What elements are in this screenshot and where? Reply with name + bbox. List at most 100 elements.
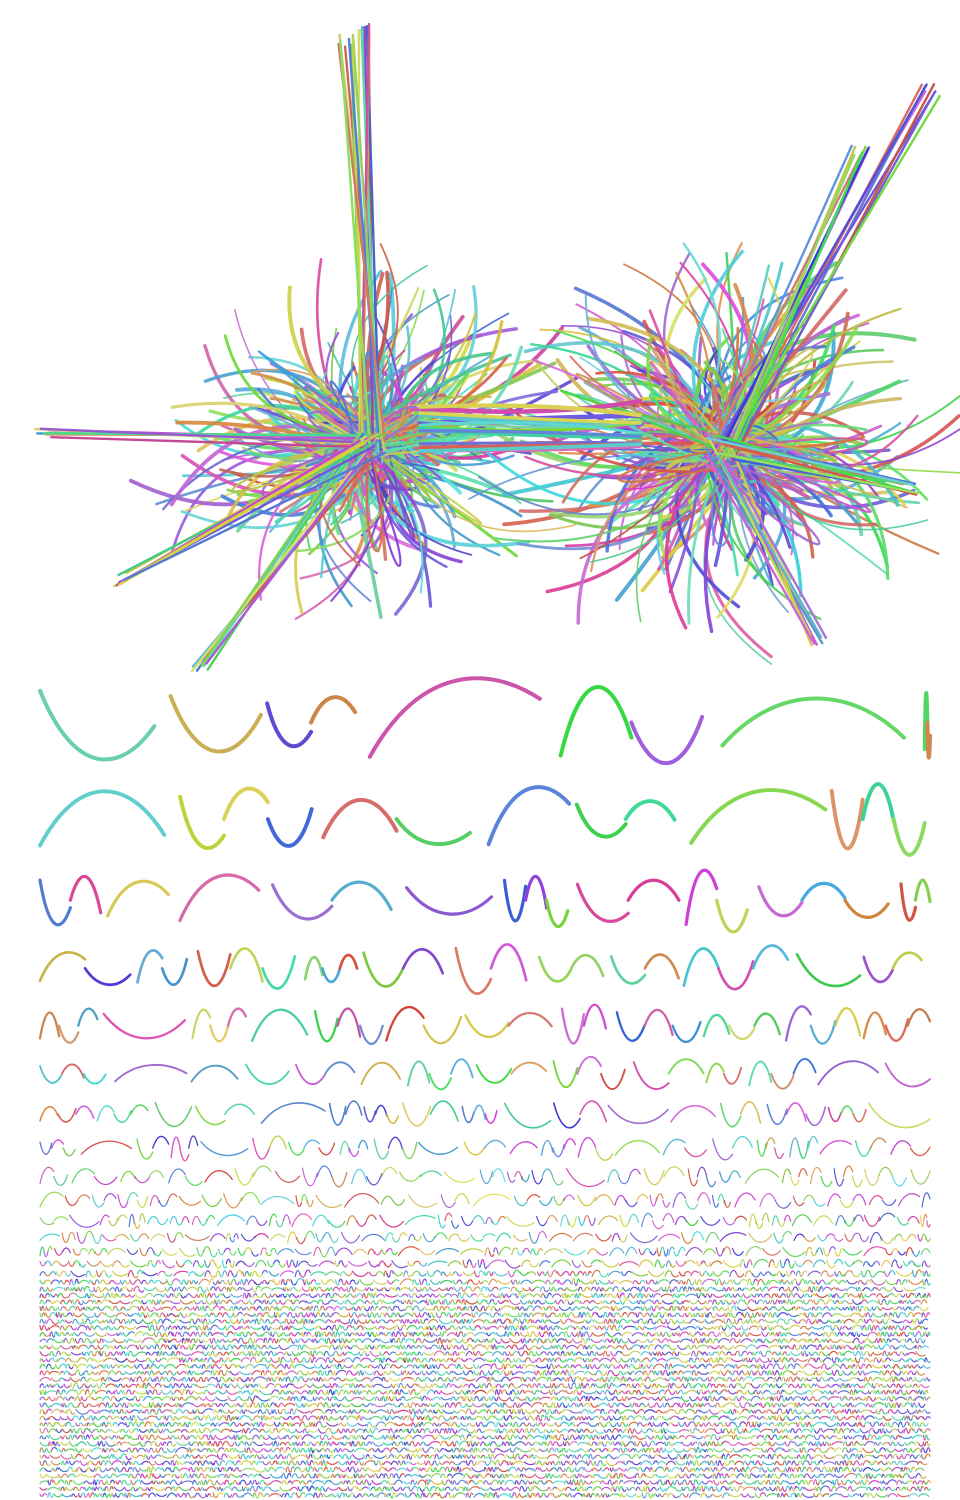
- segment: [287, 1231, 298, 1244]
- segment: [595, 1233, 612, 1242]
- segment: [309, 695, 358, 725]
- segment: [498, 1215, 506, 1222]
- segment: [54, 1248, 64, 1256]
- segment: [671, 1020, 702, 1044]
- segment: [785, 1102, 807, 1122]
- segment: [625, 1246, 638, 1257]
- edge: [590, 440, 699, 573]
- segment: [587, 1270, 592, 1275]
- segment: [229, 1260, 235, 1269]
- segment: [147, 1260, 153, 1267]
- segment: [628, 1213, 640, 1224]
- segment: [667, 1058, 705, 1075]
- segment: [682, 947, 720, 988]
- segment: [250, 1008, 309, 1042]
- segment: [925, 1236, 931, 1242]
- segment: [484, 1110, 498, 1124]
- segment: [638, 1259, 654, 1268]
- segment: [684, 1199, 699, 1210]
- segment: [38, 951, 87, 983]
- segment: [72, 1281, 76, 1286]
- segment: [91, 1281, 97, 1286]
- segment: [53, 1174, 69, 1186]
- segment: [172, 1278, 179, 1283]
- segment: [540, 1139, 554, 1156]
- segment: [590, 1259, 602, 1265]
- segment: [166, 1233, 176, 1243]
- bridge: [418, 442, 642, 453]
- segment: [527, 1271, 537, 1276]
- segment: [479, 1169, 494, 1185]
- segment: [401, 1141, 418, 1160]
- segment: [351, 1270, 369, 1278]
- segment: [209, 1233, 226, 1242]
- segment: [444, 1212, 453, 1222]
- segment: [829, 788, 865, 851]
- segment: [61, 1232, 70, 1244]
- segment: [629, 1232, 658, 1244]
- segment: [512, 1234, 528, 1242]
- bridge: [418, 429, 642, 439]
- segment: [686, 1219, 699, 1227]
- segment: [913, 878, 932, 904]
- segment: [38, 1011, 61, 1040]
- segment: [531, 1169, 543, 1185]
- segment: [256, 1273, 263, 1278]
- segment: [543, 1248, 563, 1255]
- segment: [183, 1259, 193, 1265]
- segment: [545, 898, 570, 929]
- segment: [434, 1232, 448, 1240]
- segment: [328, 1220, 346, 1228]
- segment: [759, 1193, 776, 1208]
- segment: [405, 886, 494, 916]
- segment: [462, 1271, 475, 1277]
- segment: [756, 1139, 767, 1157]
- segment: [244, 1247, 253, 1253]
- segment: [228, 947, 264, 983]
- segment: [649, 1250, 657, 1256]
- segment: [134, 1279, 142, 1285]
- segment: [322, 1232, 332, 1239]
- segment: [884, 1018, 910, 1042]
- segment: [237, 1247, 246, 1256]
- segment: [251, 1251, 259, 1257]
- segment: [485, 1216, 493, 1225]
- segment: [458, 1236, 470, 1242]
- segment: [119, 1280, 124, 1285]
- segment: [825, 1233, 836, 1239]
- segment: [379, 1214, 404, 1228]
- segment: [179, 1247, 196, 1257]
- segment: [209, 1273, 217, 1278]
- segment: [153, 1250, 162, 1257]
- segment: [346, 1215, 358, 1226]
- segment: [154, 1101, 193, 1128]
- segment: [792, 1057, 817, 1075]
- segment: [656, 1193, 664, 1202]
- segment: [306, 1199, 314, 1208]
- segment: [484, 1247, 491, 1256]
- segment: [261, 955, 297, 990]
- segment: [578, 1215, 585, 1226]
- segment: [736, 1273, 745, 1278]
- segment: [744, 1270, 754, 1277]
- spike: [339, 39, 371, 446]
- segment: [551, 1269, 558, 1275]
- segment: [39, 1233, 61, 1241]
- segment: [896, 1216, 909, 1226]
- segment: [498, 1246, 511, 1256]
- segment: [148, 1279, 154, 1283]
- edge: [747, 467, 792, 549]
- segment: [488, 1251, 495, 1257]
- segment: [192, 1260, 200, 1267]
- segment: [120, 1170, 136, 1182]
- segment: [321, 798, 399, 840]
- edge: [494, 468, 713, 543]
- segment: [615, 1011, 646, 1042]
- segment: [705, 1231, 720, 1243]
- segment: [734, 1215, 747, 1222]
- segment: [38, 878, 72, 927]
- segment: [906, 1008, 932, 1027]
- segment: [473, 1104, 487, 1120]
- segment: [690, 1270, 699, 1277]
- segment: [473, 1270, 480, 1278]
